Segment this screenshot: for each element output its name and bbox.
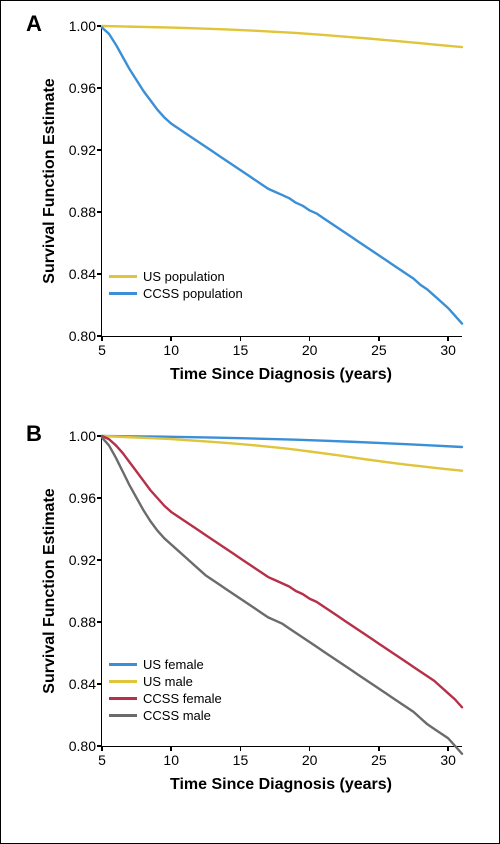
y-tick-label: 0.88 (69, 204, 96, 220)
legend-item: CCSS female (109, 691, 222, 706)
legend: US population CCSS population (109, 269, 243, 303)
legend-swatch (109, 275, 137, 278)
y-tick-label: 0.96 (69, 80, 96, 96)
legend-label: US female (143, 657, 204, 672)
legend-swatch (109, 714, 137, 717)
panel-a-label: A (26, 11, 42, 37)
x-tick-label: 10 (163, 752, 179, 768)
x-tick-label: 5 (98, 752, 106, 768)
x-tick-mark (170, 746, 172, 751)
x-tick-mark (101, 336, 103, 341)
x-tick-label: 5 (98, 342, 106, 358)
x-tick-mark (447, 746, 449, 751)
x-tick-label: 25 (371, 752, 387, 768)
legend-swatch (109, 292, 137, 295)
legend-item: CCSS population (109, 286, 243, 301)
legend-label: US population (143, 269, 225, 284)
x-tick-label: 15 (233, 752, 249, 768)
x-tick-mark (240, 336, 242, 341)
panel-a-ylabel: Survival Function Estimate (41, 78, 59, 283)
legend: US female US male CCSS female CCSS male (109, 657, 222, 725)
x-tick-label: 20 (302, 342, 318, 358)
x-tick-mark (309, 746, 311, 751)
legend-item: US population (109, 269, 243, 284)
panel-b-ylabel: Survival Function Estimate (41, 488, 59, 693)
y-tick-label: 1.00 (69, 428, 96, 444)
x-tick-label: 30 (440, 752, 456, 768)
x-tick-mark (101, 746, 103, 751)
x-tick-mark (378, 746, 380, 751)
x-tick-mark (309, 336, 311, 341)
y-tick-label: 0.84 (69, 676, 96, 692)
x-tick-mark (378, 336, 380, 341)
y-tick-label: 0.84 (69, 266, 96, 282)
y-tick-label: 0.80 (69, 328, 96, 344)
series-line (102, 436, 462, 471)
legend-item: US female (109, 657, 222, 672)
x-tick-mark (170, 336, 172, 341)
x-tick-mark (240, 746, 242, 751)
legend-swatch (109, 663, 137, 666)
panel-b-label: B (26, 421, 42, 447)
x-tick-label: 30 (440, 342, 456, 358)
legend-swatch (109, 680, 137, 683)
y-tick-label: 0.92 (69, 552, 96, 568)
legend-label: CCSS male (143, 708, 211, 723)
panel-b-xlabel: Time Since Diagnosis (years) (170, 776, 392, 794)
x-tick-label: 20 (302, 752, 318, 768)
y-tick-label: 0.88 (69, 614, 96, 630)
figure-container: A Survival Function Estimate 0.80 0.84 0.8… (0, 0, 500, 844)
y-tick-label: 0.96 (69, 490, 96, 506)
legend-swatch (109, 697, 137, 700)
series-line (102, 26, 462, 47)
y-tick-label: 1.00 (69, 18, 96, 34)
legend-label: CCSS population (143, 286, 243, 301)
x-tick-label: 15 (233, 342, 249, 358)
panel-b: B Survival Function Estimate 0.80 0.84 0.8… (21, 421, 481, 821)
legend-item: CCSS male (109, 708, 222, 723)
y-tick-label: 0.80 (69, 738, 96, 754)
legend-label: CCSS female (143, 691, 222, 706)
legend-label: US male (143, 674, 193, 689)
x-tick-mark (447, 336, 449, 341)
legend-item: US male (109, 674, 222, 689)
panel-a: A Survival Function Estimate 0.80 0.84 0.8… (21, 11, 481, 411)
y-tick-label: 0.92 (69, 142, 96, 158)
x-tick-label: 10 (163, 342, 179, 358)
panel-a-xlabel: Time Since Diagnosis (years) (170, 366, 392, 384)
x-tick-label: 25 (371, 342, 387, 358)
